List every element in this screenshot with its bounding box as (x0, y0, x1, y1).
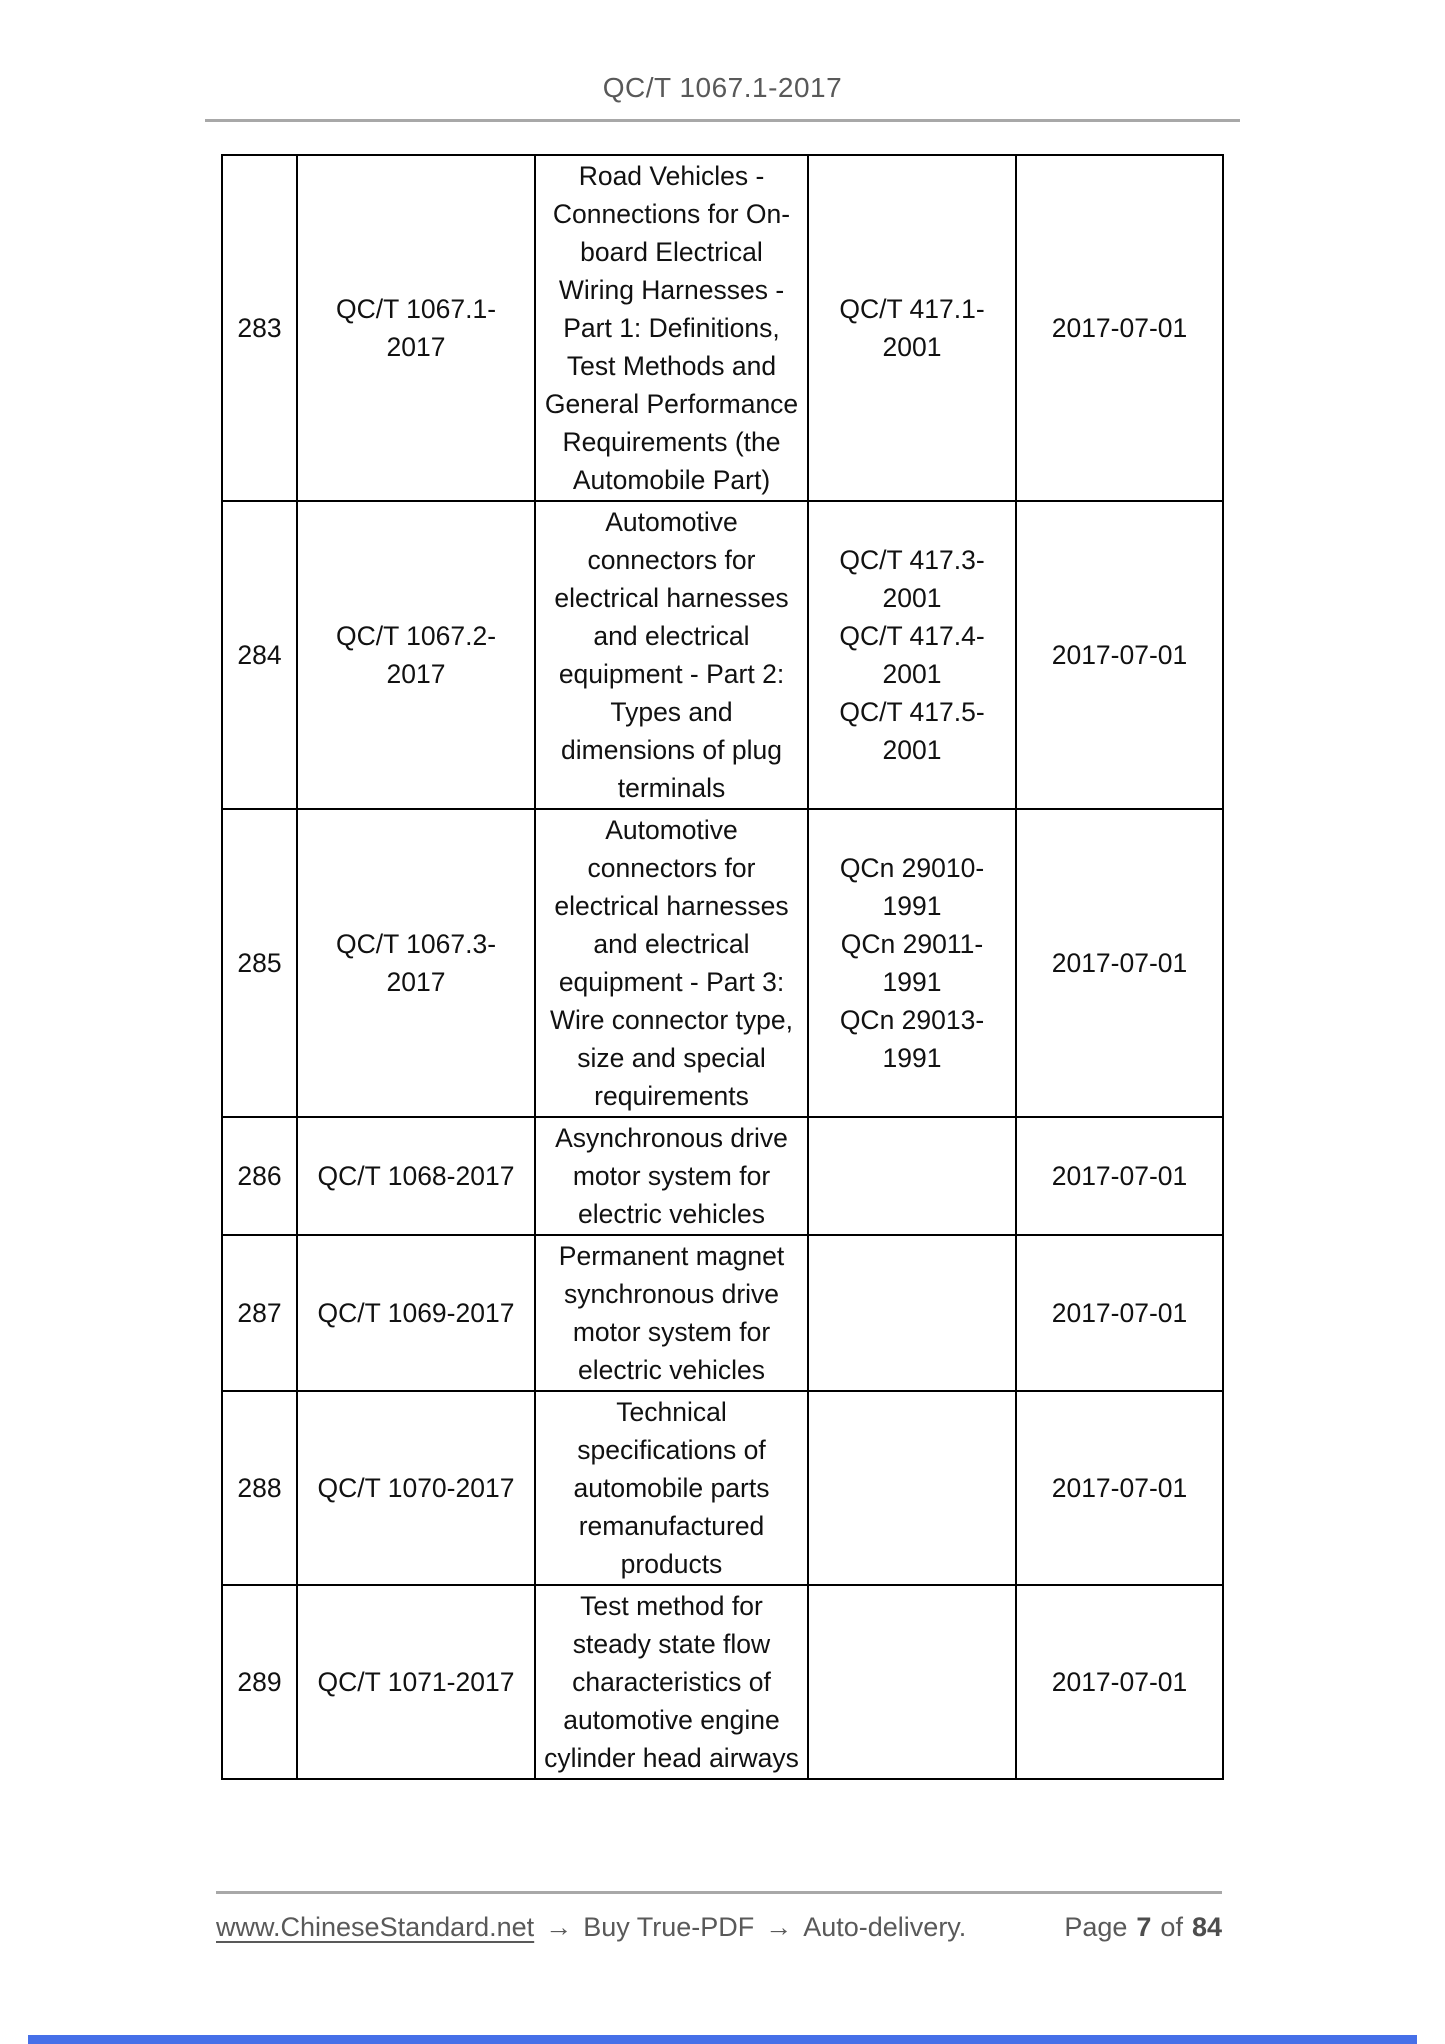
standards-table-body: 283 QC/T 1067.1- 2017 Road Vehicles - Co… (221, 154, 1224, 1780)
cell-standard-title: Test method for steady state flow charac… (534, 1584, 809, 1780)
cell-replaced-standards: QC/T 417.1- 2001 (807, 154, 1017, 502)
bottom-bar (28, 2035, 1417, 2044)
arrow-icon: → (545, 1912, 573, 1942)
page-indicator: Page 7 of 84 (1064, 1912, 1222, 1943)
cell-row-number: 289 (221, 1584, 298, 1780)
cell-standard-code: QC/T 1067.3- 2017 (296, 808, 536, 1118)
website-link[interactable]: www.ChineseStandard.net (216, 1912, 535, 1942)
header-divider (205, 119, 1240, 122)
cell-row-number: 286 (221, 1116, 298, 1236)
standard-row: 285 QC/T 1067.3- 2017 Automotive connect… (221, 808, 1224, 1118)
cell-standard-title: Road Vehicles - Connections for On- boar… (534, 154, 809, 502)
cell-implementation-date: 2017-07-01 (1015, 1116, 1224, 1236)
cell-replaced-standards (807, 1116, 1017, 1236)
page-label: Page (1064, 1912, 1128, 1942)
cell-replaced-standards (807, 1234, 1017, 1392)
standard-row: 286 QC/T 1068-2017 Asynchronous drive mo… (221, 1116, 1224, 1236)
standard-row: 288 QC/T 1070-2017 Technical specificati… (221, 1390, 1224, 1586)
cell-standard-code: QC/T 1067.1- 2017 (296, 154, 536, 502)
cell-replaced-standards: QCn 29010- 1991 QCn 29011- 1991 QCn 2901… (807, 808, 1017, 1118)
cell-implementation-date: 2017-07-01 (1015, 500, 1224, 810)
cell-row-number: 285 (221, 808, 298, 1118)
cell-standard-code: QC/T 1068-2017 (296, 1116, 536, 1236)
cell-standard-title: Technical specifications of automobile p… (534, 1390, 809, 1586)
cell-implementation-date: 2017-07-01 (1015, 808, 1224, 1118)
cell-row-number: 287 (221, 1234, 298, 1392)
arrow-icon: → (765, 1912, 793, 1942)
cell-standard-code: QC/T 1067.2- 2017 (296, 500, 536, 810)
cell-row-number: 288 (221, 1390, 298, 1586)
cell-implementation-date: 2017-07-01 (1015, 1234, 1224, 1392)
cell-standard-title: Asynchronous drive motor system for elec… (534, 1116, 809, 1236)
cell-standard-code: QC/T 1070-2017 (296, 1390, 536, 1586)
standard-row: 289 QC/T 1071-2017 Test method for stead… (221, 1584, 1224, 1780)
current-page-number: 7 (1136, 1912, 1152, 1942)
buy-pdf-label: Buy True-PDF (583, 1912, 755, 1942)
cell-row-number: 284 (221, 500, 298, 810)
cell-standard-title: Permanent magnet synchronous drive motor… (534, 1234, 809, 1392)
standard-row: 283 QC/T 1067.1- 2017 Road Vehicles - Co… (221, 154, 1224, 502)
cell-row-number: 283 (221, 154, 298, 502)
footer-divider (216, 1891, 1222, 1894)
page-title: QC/T 1067.1-2017 (602, 72, 843, 103)
cell-replaced-standards (807, 1584, 1017, 1780)
footer-left: www.ChineseStandard.net → Buy True-PDF →… (216, 1912, 977, 1943)
total-page-number: 84 (1191, 1912, 1222, 1942)
cell-implementation-date: 2017-07-01 (1015, 154, 1224, 502)
cell-replaced-standards: QC/T 417.3- 2001 QC/T 417.4- 2001 QC/T 4… (807, 500, 1017, 810)
cell-implementation-date: 2017-07-01 (1015, 1584, 1224, 1780)
standard-row: 287 QC/T 1069-2017 Permanent magnet sync… (221, 1234, 1224, 1392)
standard-row: 284 QC/T 1067.2- 2017 Automotive connect… (221, 500, 1224, 810)
cell-standard-title: Automotive connectors for electrical har… (534, 808, 809, 1118)
cell-standard-title: Automotive connectors for electrical har… (534, 500, 809, 810)
page-footer: www.ChineseStandard.net → Buy True-PDF →… (216, 1912, 1222, 1943)
cell-implementation-date: 2017-07-01 (1015, 1390, 1224, 1586)
standards-table: 283 QC/T 1067.1- 2017 Road Vehicles - Co… (221, 154, 1224, 1780)
cell-standard-code: QC/T 1071-2017 (296, 1584, 536, 1780)
of-label: of (1160, 1912, 1183, 1942)
cell-standard-code: QC/T 1069-2017 (296, 1234, 536, 1392)
auto-delivery-label: Auto-delivery. (803, 1912, 967, 1942)
cell-replaced-standards (807, 1390, 1017, 1586)
